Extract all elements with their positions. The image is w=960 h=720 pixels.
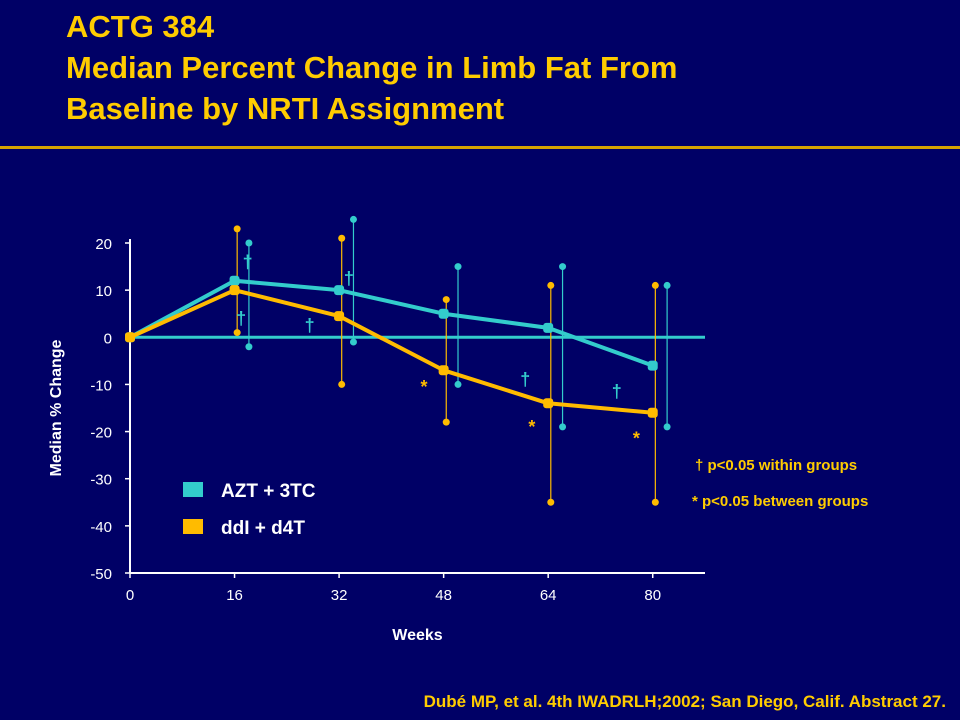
error-bar-cap-high	[442, 296, 450, 304]
within-group-marker: †	[344, 268, 354, 288]
within-group-marker: †	[612, 382, 622, 402]
error-bar-cap-low	[245, 343, 253, 351]
error-bar-cap-low	[663, 423, 671, 431]
data-point	[438, 365, 449, 376]
error-bar-cap-low	[547, 498, 555, 506]
data-point	[334, 285, 345, 296]
x-tick-label: 16	[226, 587, 243, 604]
data-point	[543, 398, 554, 409]
error-bar-cap-high	[454, 263, 462, 271]
y-tick-label: -20	[90, 425, 112, 442]
legend-swatch	[183, 482, 203, 497]
title-line: Median Percent Change in Limb Fat From	[66, 50, 678, 85]
chart-layer: 20 10 0 -10 -20 -30 -40 -50 0 16 32 48 64 80 Weeks Medi…	[48, 215, 868, 644]
within-group-marker: †	[236, 308, 246, 328]
data-point	[647, 360, 658, 371]
x-tick-label: 48	[435, 587, 452, 604]
data-point	[438, 308, 449, 319]
error-bar-cap-high	[559, 263, 567, 271]
title-line: Baseline by NRTI Assignment	[66, 91, 505, 126]
y-tick-label: -10	[90, 377, 112, 394]
error-bar-cap-low	[233, 329, 241, 337]
within-group-marker: †	[520, 370, 530, 390]
title-divider	[0, 146, 960, 149]
error-bar-cap-high	[349, 215, 357, 223]
y-tick-label: 0	[104, 330, 112, 347]
legend-label: ddI + d4T	[221, 518, 305, 539]
legend-swatch	[183, 519, 203, 534]
y-tick-label: -30	[90, 472, 112, 489]
x-tick-label: 64	[540, 587, 557, 604]
y-tick-label: -50	[90, 566, 112, 583]
y-axis-label: Median % Change	[48, 339, 65, 476]
error-bar-cap-high	[245, 239, 253, 247]
between-group-marker: *	[633, 429, 640, 449]
within-group-marker: †	[243, 252, 253, 272]
error-bar-cap-low	[454, 380, 462, 388]
significance-note-between: * p<0.05 between groups	[692, 493, 868, 510]
error-bar-cap-high	[663, 281, 671, 289]
within-group-marker: †	[305, 316, 315, 336]
error-bar-cap-high	[233, 225, 241, 233]
error-bar-cap-low	[338, 380, 346, 388]
error-bar-cap-high	[547, 281, 555, 289]
error-bar-cap-high	[651, 281, 659, 289]
error-bar-cap-low	[651, 498, 659, 506]
title-line: ACTG 384	[66, 9, 215, 44]
x-tick-label: 0	[126, 587, 134, 604]
between-group-marker: *	[528, 417, 535, 437]
legend-label: AZT + 3TC	[221, 481, 316, 502]
data-point	[229, 275, 240, 286]
y-tick-label: -40	[90, 519, 112, 536]
y-tick-label: 10	[95, 283, 112, 300]
data-point	[543, 322, 554, 333]
error-bar-cap-high	[338, 234, 346, 242]
series-line	[129, 288, 653, 415]
data-point	[334, 311, 345, 322]
x-tick-label: 32	[331, 587, 348, 604]
x-tick-label: 80	[644, 587, 661, 604]
error-bar-cap-low	[559, 423, 567, 431]
data-point	[229, 285, 240, 296]
data-point	[125, 332, 135, 343]
series-line	[129, 278, 654, 368]
significance-note-within: † p<0.05 within groups	[695, 457, 857, 474]
x-axis-label: Weeks	[392, 627, 443, 644]
error-bar-cap-low	[349, 338, 357, 346]
error-bar-cap-low	[442, 418, 450, 426]
slide-title: ACTG 384 Median Percent Change in Limb F…	[66, 6, 946, 129]
citation-footnote: Dubé MP, et al. 4th IWADRLH;2002; San Di…	[423, 692, 946, 711]
data-point	[647, 407, 658, 418]
between-group-marker: *	[421, 377, 428, 397]
y-tick-label: 20	[95, 236, 112, 253]
